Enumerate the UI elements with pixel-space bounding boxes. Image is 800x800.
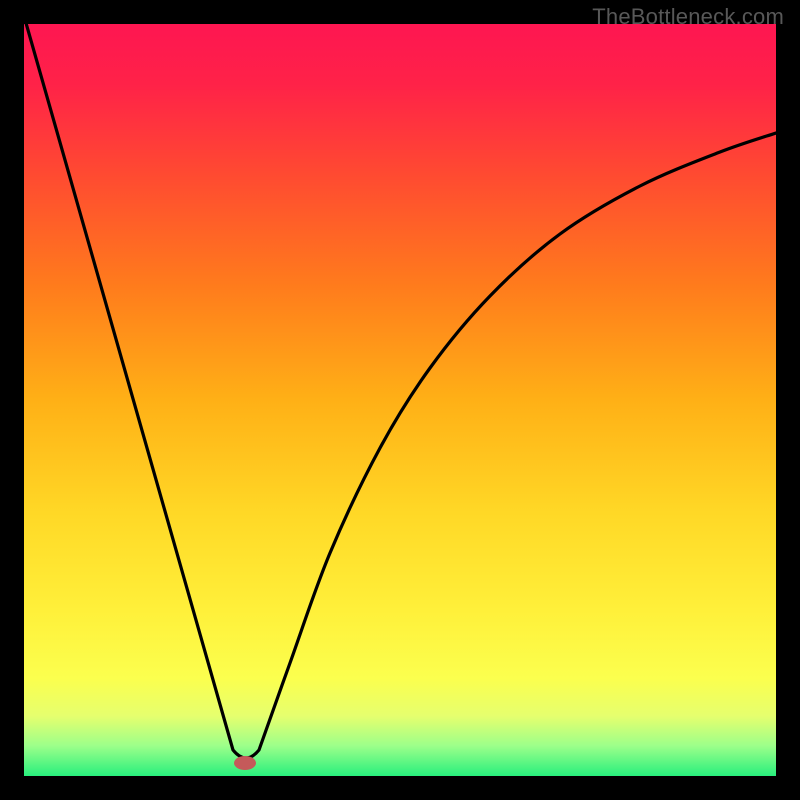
- bottleneck-chart: [0, 0, 800, 800]
- watermark-text: TheBottleneck.com: [592, 4, 784, 30]
- chart-container: TheBottleneck.com: [0, 0, 800, 800]
